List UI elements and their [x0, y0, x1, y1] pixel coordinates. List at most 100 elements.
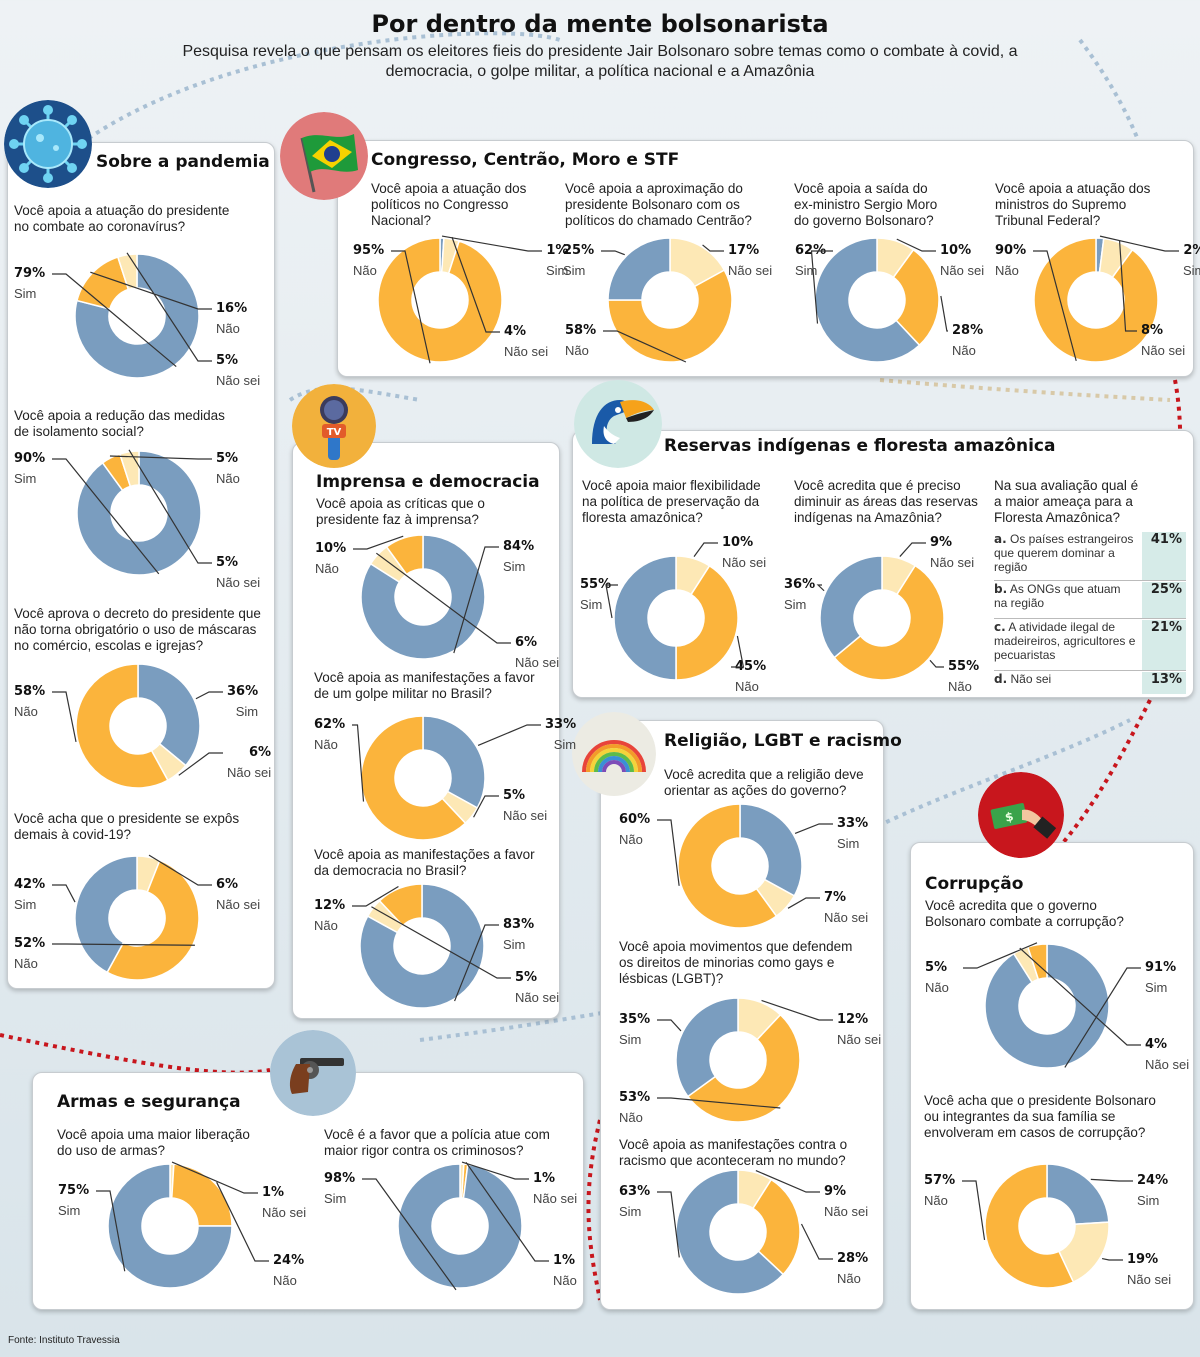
question-line: diminuir as áreas das reservas: [794, 494, 978, 509]
slice-label-sim: 24% Sim: [1137, 1172, 1168, 1210]
slice-label-sim: 91% Sim: [1145, 959, 1176, 997]
slice-label-nao-sei: 19% Não sei: [1127, 1251, 1171, 1289]
section-title-armas: Armas e segurança: [57, 1092, 241, 1112]
slice-answer: Sim: [546, 263, 569, 278]
threat-row: d. Não sei 13%: [994, 672, 1186, 694]
slice-nao: [106, 859, 200, 981]
slice-percent: 9%: [930, 535, 953, 550]
question-line: ou integrantes da sua família se: [924, 1109, 1116, 1124]
chart-question: Você é a favor que a polícia atue com mai…: [324, 1127, 550, 1159]
slice-answer: Sim: [619, 1032, 642, 1047]
question-line: da democracia no Brasil?: [314, 863, 467, 878]
slice-label-sim: 79% Sim: [14, 265, 45, 303]
question-line: Bolsonaro combate a corrupção?: [925, 914, 1124, 929]
slice-answer: Não sei: [216, 897, 261, 912]
slice-answer: Não sei: [1141, 343, 1186, 358]
section-title-corrupcao: Corrupção: [925, 874, 1024, 894]
chart-question: Você apoia a saída do ex-ministro Sergio …: [794, 181, 937, 229]
slice-percent: 33%: [837, 816, 869, 831]
question-line: Você apoia a atuação do presidente: [14, 203, 230, 218]
question-line: Você apoia uma maior liberação: [57, 1127, 250, 1142]
question-line: de isolamento social?: [14, 424, 144, 439]
toucan-icon: [574, 380, 662, 468]
slice-answer: Não: [837, 1271, 861, 1286]
slice-label-nao: 1% Não: [553, 1252, 577, 1290]
slice-answer: Não sei: [824, 910, 869, 925]
question-line: Você aprova o decreto do presidente que: [14, 606, 261, 621]
question-line: racismo que aconteceram no mundo?: [619, 1153, 846, 1168]
threat-text: Os países estrangeiros que querem domina…: [994, 532, 1134, 574]
slice-percent: 25%: [563, 243, 595, 258]
question-line: Você apoia a atuação dos: [371, 181, 527, 196]
question-line: indígenas na Amazônia?: [794, 510, 942, 525]
threat-row: a. Os países estrangeiros que querem dom…: [994, 532, 1186, 581]
chart-question: Você apoia a atuação do presidente no com…: [14, 203, 229, 235]
slice-answer: Não sei: [837, 1032, 882, 1047]
slice-sim: [137, 663, 201, 767]
slice-answer: Não: [216, 321, 240, 336]
slice-percent: 4%: [1145, 1037, 1168, 1052]
slice-percent: 36%: [227, 684, 259, 699]
slice-sim: [675, 1169, 785, 1295]
svg-text:$: $: [1004, 809, 1015, 824]
slice-answer: Não sei: [824, 1204, 869, 1219]
slice-nao: [751, 1178, 801, 1276]
slice-percent: 63%: [619, 1184, 651, 1199]
slice-answer: Não sei: [216, 373, 261, 388]
chart-question: Você aprova o decreto do presidente que n…: [14, 606, 261, 654]
slice-label-nao-sei: 17% Não sei: [728, 242, 772, 280]
slice-answer: Sim: [235, 704, 259, 719]
slice-percent: 35%: [619, 1012, 651, 1027]
slice-percent: 45%: [735, 659, 767, 674]
threat-value: 25%: [1142, 582, 1186, 618]
section-title-imprensa: Imprensa e democracia: [316, 472, 540, 492]
slice-sim: [814, 237, 921, 363]
page-title: Por dentro da mente bolsonarista: [371, 10, 829, 38]
slice-percent: 5%: [515, 970, 538, 985]
slice-percent: 12%: [837, 1012, 869, 1027]
section-title-pandemia: Sobre a pandemia: [96, 152, 270, 172]
slice-label-nao-sei: 5% Não sei: [515, 969, 559, 1007]
slice-percent: 16%: [216, 301, 248, 316]
question-line: orientar as ações do governo?: [664, 783, 847, 798]
slice-percent: 28%: [952, 323, 984, 338]
slice-percent: 5%: [925, 960, 948, 975]
question-line: Nacional?: [371, 213, 432, 228]
slice-label-sim: 42% Sim: [14, 876, 45, 914]
slice-percent: 84%: [503, 539, 535, 554]
slice-answer: Sim: [503, 937, 526, 952]
slice-nao: [675, 564, 739, 681]
slice-percent: 62%: [795, 243, 827, 258]
slice-label-sim: 36% Sim: [227, 683, 258, 721]
question-line: maior rigor contra os criminosos?: [324, 1143, 524, 1158]
slice-sim: [107, 1163, 233, 1289]
slice-percent: 95%: [353, 243, 385, 258]
question-line: presidente Bolsonaro com os: [565, 197, 740, 212]
slice-label-sim: 33% Sim: [837, 815, 868, 853]
slice-nao: [377, 237, 503, 363]
donut-chart: [984, 943, 1110, 1069]
revolver-icon: [270, 1030, 356, 1116]
slice-label-nao-sei: 4% Não sei: [1145, 1036, 1189, 1074]
slice-percent: 24%: [273, 1253, 305, 1268]
slice-label-nao: 16% Não: [216, 300, 247, 338]
slice-label-sim: 84% Sim: [503, 538, 534, 576]
slice-label-nao-sei: 8% Não sei: [1141, 322, 1185, 360]
donut-chart: [607, 237, 733, 363]
slice-percent: 5%: [216, 451, 239, 466]
donut-chart: [74, 855, 200, 981]
slice-percent: 10%: [722, 535, 754, 550]
slice-percent: 6%: [249, 745, 272, 760]
donut-chart: [397, 1163, 523, 1289]
chart-question: Você apoia maior flexibilidade na polític…: [582, 478, 761, 526]
slice-percent: 10%: [940, 243, 972, 258]
slice-percent: 24%: [1137, 1173, 1169, 1188]
question-line: Você apoia as manifestações a favor: [314, 670, 535, 685]
threat-row: c. A atividade ilegal de madeireiros, ag…: [994, 620, 1186, 671]
slice-label-nao: 5% Não: [216, 450, 240, 488]
question-line: políticos no Congresso: [371, 197, 509, 212]
slice-answer: Não sei: [515, 990, 560, 1005]
svg-text:TV: TV: [327, 427, 342, 438]
slice-nao: [677, 803, 778, 929]
slice-label-sim: 75% Sim: [58, 1182, 89, 1220]
